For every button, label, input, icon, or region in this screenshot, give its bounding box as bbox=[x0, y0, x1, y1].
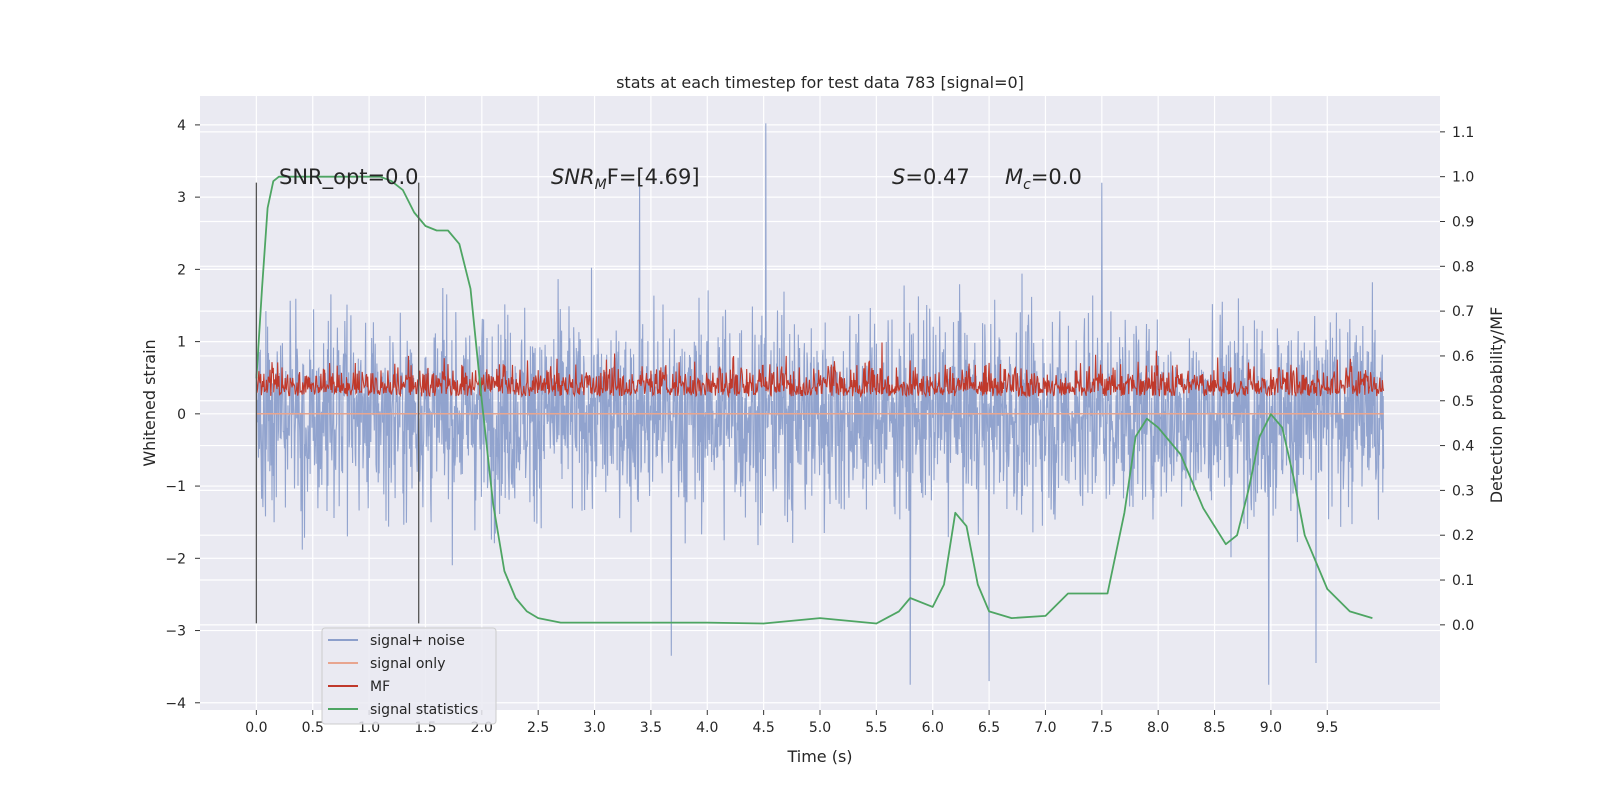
legend-label-signal-noise: signal+ noise bbox=[370, 633, 465, 649]
y-ticks: 4 3 2 1 0 −1 −2 −3 −4 bbox=[165, 118, 200, 712]
y2-tick-label: 1.0 bbox=[1452, 170, 1474, 186]
legend-label-mf: MF bbox=[370, 679, 390, 695]
x-tick-label: 7.0 bbox=[1034, 720, 1056, 736]
x-tick-label: 7.5 bbox=[1091, 720, 1113, 736]
y-tick-label: −4 bbox=[165, 696, 186, 712]
series-signal-statistics bbox=[255, 175, 1373, 625]
y2-tick-label: 0.5 bbox=[1452, 394, 1474, 410]
x-tick-label: 2.5 bbox=[527, 720, 549, 736]
annotation-mc-rest: =0.0 bbox=[1031, 165, 1082, 189]
annotation-snr-mf-rest: F=[4.69] bbox=[607, 165, 700, 189]
annotation-snr-opt: SNR_opt=0.0 bbox=[279, 165, 419, 190]
legend-box bbox=[321, 627, 497, 725]
x-tick-label: 5.0 bbox=[809, 720, 831, 736]
y-tick-label: 0 bbox=[177, 407, 186, 423]
x-tick-label: 9.0 bbox=[1260, 720, 1282, 736]
x-tick-label: 9.5 bbox=[1316, 720, 1338, 736]
y2-axis-label: Detection probability/MF bbox=[1487, 307, 1506, 504]
y2-tick-label: 0.8 bbox=[1452, 259, 1474, 275]
y-tick-label: 1 bbox=[177, 335, 186, 351]
legend: signal+ noise signal only MF signal stat… bbox=[321, 627, 497, 725]
y-axis-label: Whitened strain bbox=[140, 339, 159, 466]
x-ticks: 0.0 0.5 1.0 1.5 2.0 2.5 3.0 3.5 4.0 4.5 5.0 5.5 6.0 6… bbox=[245, 710, 1338, 736]
series-mf bbox=[255, 342, 1385, 399]
x-tick-label: 0.5 bbox=[302, 720, 324, 736]
y-tick-label: 3 bbox=[177, 190, 186, 206]
annotation-snr-mf-sub: M bbox=[595, 177, 607, 193]
x-tick-label: 4.0 bbox=[696, 720, 718, 736]
x-tick-label: 3.5 bbox=[640, 720, 662, 736]
x-tick-label: 0.0 bbox=[245, 720, 267, 736]
y2-tick-label: 0.3 bbox=[1452, 483, 1474, 499]
series-signal-noise bbox=[255, 123, 1385, 685]
y-tick-label: −1 bbox=[165, 479, 186, 495]
y2-ticks: 1.1 1.0 0.9 0.8 0.7 0.6 0.5 0.4 0.3 0.2 0.1 0.0 bbox=[1440, 125, 1474, 634]
legend-label-signal-only: signal only bbox=[370, 656, 445, 672]
y2-tick-label: 0.9 bbox=[1452, 214, 1474, 230]
vertical-markers bbox=[255, 182, 420, 624]
annotation-mc-sub: c bbox=[1023, 177, 1031, 193]
x-axis-label: Time (s) bbox=[786, 747, 852, 766]
x-tick-label: 6.0 bbox=[922, 720, 944, 736]
y-tick-label: 4 bbox=[177, 118, 186, 134]
y2-tick-label: 1.1 bbox=[1452, 125, 1474, 141]
x-tick-label: 8.5 bbox=[1203, 720, 1225, 736]
legend-label-signal-statistics: signal statistics bbox=[370, 702, 478, 718]
x-tick-label: 8.0 bbox=[1147, 720, 1169, 736]
y2-tick-label: 0.7 bbox=[1452, 304, 1474, 320]
y2-tick-label: 0.0 bbox=[1452, 618, 1474, 634]
x-tick-label: 4.5 bbox=[753, 720, 775, 736]
y-tick-label: −2 bbox=[165, 551, 186, 567]
series-layer bbox=[255, 123, 1385, 685]
annotation-snr-mf-main: SNR bbox=[551, 165, 595, 189]
annotation-mc: Mc=0.0 bbox=[1005, 165, 1082, 193]
chart-title: stats at each timestep for test data 783… bbox=[616, 73, 1024, 92]
y2-tick-label: 0.4 bbox=[1452, 439, 1474, 455]
x-tick-label: 6.5 bbox=[978, 720, 1000, 736]
annotation-s: S=0.47 bbox=[892, 165, 970, 189]
x-tick-label: 5.5 bbox=[865, 720, 887, 736]
y-tick-label: 2 bbox=[177, 262, 186, 278]
annotation-s-main: S bbox=[892, 165, 905, 189]
annotation-snr-mf: SNRMF=[4.69] bbox=[551, 165, 700, 193]
x-tick-label: 3.0 bbox=[583, 720, 605, 736]
y2-tick-label: 0.6 bbox=[1452, 349, 1474, 365]
annotation-mc-main: M bbox=[1005, 165, 1023, 189]
y2-tick-label: 0.1 bbox=[1452, 573, 1474, 589]
y2-tick-label: 0.2 bbox=[1452, 528, 1474, 544]
annotation-s-rest: =0.47 bbox=[905, 165, 969, 189]
y-tick-label: −3 bbox=[165, 624, 186, 640]
